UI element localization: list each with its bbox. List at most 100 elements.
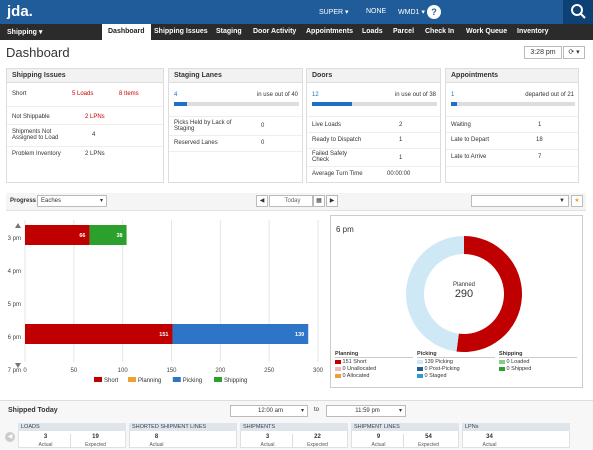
to-time-select[interactable]: 11:59 pm ▾ — [326, 405, 406, 417]
legend-swatch — [499, 359, 505, 364]
row-label: Late to Depart — [451, 137, 490, 143]
short-loads-link[interactable]: 5 Loads — [72, 91, 94, 97]
chevron-down-icon: ▾ — [99, 198, 103, 204]
row-problem-inventory: Problem Inventory 2 LPNs — [7, 147, 163, 165]
search-button[interactable] — [563, 0, 593, 24]
legend-swatch — [335, 359, 341, 364]
unassigned-value[interactable]: 4 — [92, 132, 96, 138]
legend-label: Planning — [138, 378, 161, 384]
bar-short[interactable] — [25, 225, 90, 245]
legend-swatch — [128, 377, 136, 382]
stat-value[interactable]: 34 — [486, 434, 493, 440]
row-label: Short — [12, 91, 27, 97]
legend-swatch — [335, 373, 341, 378]
help-icon[interactable]: ? — [427, 5, 441, 19]
refresh-button[interactable]: ⟳ ▾ — [563, 46, 585, 59]
scroll-left-button[interactable]: ◀ — [5, 432, 15, 442]
prev-day-button[interactable]: ◀ — [256, 195, 268, 207]
tab-loads[interactable]: Loads — [362, 28, 383, 35]
legend-item: 139 Picking — [417, 359, 495, 366]
x-tick-label: 50 — [70, 368, 77, 374]
donut-slice-picking[interactable] — [405, 236, 464, 352]
scroll-up-icon[interactable] — [15, 223, 21, 228]
stat-value[interactable]: 3 — [43, 434, 48, 440]
progress-bar-chart: 0 50 100 150 200 250 300 3 pm 66 38 4 pm 5 pm 6 pm 15… — [8, 220, 324, 384]
not-shippable-link[interactable]: 2 LPNs — [85, 114, 105, 120]
none-menu[interactable]: NONE — [366, 8, 387, 15]
waiting-value: 1 — [538, 122, 542, 128]
next-day-button[interactable]: ▶ — [326, 195, 338, 207]
row-label: Late to Arrive — [451, 154, 487, 160]
user-menu[interactable]: SUPER ▾ — [319, 9, 349, 16]
date-input[interactable]: Today — [269, 195, 313, 207]
donut-legend: Planning 151 Short 0 Unallocated 0 Alloc… — [335, 351, 580, 387]
chevron-right-icon: ▶ — [329, 198, 335, 204]
stat-label: Expected — [307, 442, 328, 448]
y-tick-label: 5 pm — [8, 302, 21, 308]
stat-card-title: SHORTED SHIPMENT LINES — [129, 423, 237, 431]
reserved-lanes-value: 0 — [261, 140, 265, 146]
tab-door-activity[interactable]: Door Activity — [253, 28, 297, 35]
tab-check-in[interactable]: Check In — [425, 28, 455, 35]
short-items-link[interactable]: 8 Items — [119, 91, 139, 97]
stat-value[interactable]: 54 — [425, 434, 432, 440]
legend-text: 0 Shipped — [505, 366, 532, 372]
tab-work-queue[interactable]: Work Queue — [466, 28, 508, 35]
donut-center-label: Planned — [452, 282, 476, 288]
staging-status: in use out of 40 — [256, 92, 298, 98]
scroll-down-icon[interactable] — [15, 363, 21, 368]
row-label: Average Turn Time — [312, 171, 363, 177]
staging-value[interactable]: 4 — [174, 92, 178, 98]
stat-value[interactable]: 3 — [265, 434, 270, 440]
row-failed-safety: Failed Safety Check 1 — [307, 149, 440, 167]
legend-text: 0 Unallocated — [341, 366, 377, 372]
legend-swatch — [214, 377, 222, 382]
x-tick-label: 250 — [264, 368, 275, 374]
stat-card-title: SHIPMENT LINES — [351, 423, 459, 431]
stat-label: Actual — [371, 442, 386, 448]
site-menu[interactable]: WMD1 ▾ — [398, 9, 425, 16]
tab-dashboard[interactable]: Dashboard — [102, 24, 151, 40]
row-label: Not Shippable — [12, 114, 50, 120]
bar-data-label: 151 — [159, 332, 168, 338]
stat-value[interactable]: 19 — [92, 434, 99, 440]
favorite-button[interactable]: ★ — [571, 195, 583, 207]
filter-select[interactable]: ▼ — [471, 195, 569, 207]
tab-staging[interactable]: Staging — [216, 28, 242, 35]
y-tick-label: 3 pm — [8, 236, 21, 242]
row-label: Shipments Not Assigned to Load — [12, 129, 59, 141]
stat-value[interactable]: 9 — [376, 434, 381, 440]
row-short: Short 5 Loads 8 Items — [7, 87, 163, 107]
divider — [403, 434, 404, 447]
unit-select[interactable]: Eaches ▾ — [37, 195, 107, 207]
appointments-value[interactable]: 1 — [451, 92, 455, 98]
stat-value[interactable]: 22 — [314, 434, 321, 440]
from-time-select[interactable]: 12:00 am ▾ — [230, 405, 308, 417]
bar-picking[interactable] — [172, 324, 309, 344]
legend-group-planning: Planning 151 Short 0 Unallocated 0 Alloc… — [335, 351, 413, 380]
card-title: Staging Lanes — [169, 69, 302, 83]
tab-appointments[interactable]: Appointments — [306, 28, 354, 35]
doors-value[interactable]: 12 — [312, 92, 319, 98]
chevron-left-icon: ◀ — [7, 434, 13, 440]
legend-item: 0 Loaded — [499, 359, 577, 366]
stat-value[interactable]: 8 — [154, 434, 159, 440]
hour-detail-panel: 6 pm Planned 290 Planning 151 Short 0 Un… — [330, 215, 583, 388]
bar-shipping[interactable] — [89, 225, 127, 245]
calendar-button[interactable]: ▦ — [313, 195, 325, 207]
stat-label: Actual — [149, 442, 164, 448]
row-unassigned: Shipments Not Assigned to Load 4 — [7, 125, 163, 147]
legend-item: 0 Post-Picking — [417, 366, 495, 373]
tab-shipping-issues[interactable]: Shipping Issues — [154, 28, 208, 35]
unit-select-value: Eaches — [41, 198, 62, 204]
problem-inventory-link[interactable]: 2 LPNs — [85, 151, 105, 157]
card-title: Shipping Issues — [7, 69, 163, 83]
row-label: Reserved Lanes — [174, 140, 218, 146]
tab-inventory[interactable]: Inventory — [517, 28, 549, 35]
tab-parcel[interactable]: Parcel — [393, 28, 415, 35]
search-icon — [571, 4, 586, 19]
bar-short[interactable] — [25, 324, 173, 344]
row-turn-time: Average Turn Time 00:00:00 — [307, 167, 440, 182]
module-menu[interactable]: Shipping ▾ — [7, 29, 43, 36]
donut-slice-short[interactable] — [456, 236, 522, 352]
